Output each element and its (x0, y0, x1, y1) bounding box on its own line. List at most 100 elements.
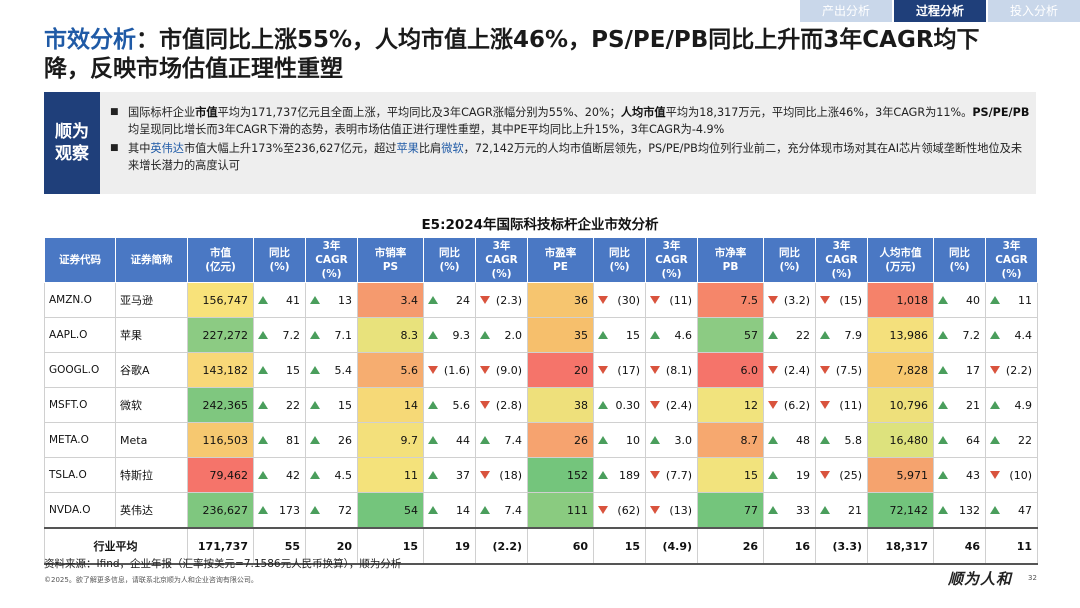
arrow-up-icon (768, 471, 778, 479)
tab-output-analysis[interactable]: 产出分析 (800, 0, 892, 22)
arrow-up-icon (990, 401, 1000, 409)
average-value: 11 (985, 527, 1038, 565)
change-cell: (13) (645, 492, 698, 529)
column-header: 3年CAGR (%) (305, 237, 358, 283)
change-value: 189 (619, 468, 640, 482)
arrow-up-icon (598, 401, 608, 409)
change-cell: 37 (423, 457, 476, 493)
security-name: 亚马逊 (115, 282, 188, 318)
security-code: AAPL.O (44, 317, 116, 353)
change-value: 41 (286, 293, 300, 307)
change-cell: (2.2) (985, 352, 1038, 388)
arrow-down-icon (650, 366, 660, 374)
arrow-down-icon (768, 401, 778, 409)
heat-value-cell: 10,796 (867, 387, 934, 423)
change-cell: (10) (985, 457, 1038, 493)
column-header: 市值 (亿元) (187, 237, 254, 283)
average-value: 15 (593, 527, 646, 565)
change-cell: 7.4 (475, 492, 528, 529)
change-value: 7.1 (334, 328, 353, 342)
arrow-up-icon (310, 296, 320, 304)
observation-box: 顺为 观察 ■ 国际标杆企业市值平均为171,737亿元且全面上涨，平均同比及3年… (44, 92, 1036, 194)
change-cell: 14 (423, 492, 476, 529)
security-name: 苹果 (115, 317, 188, 353)
column-header-text: (%) (1001, 268, 1022, 280)
change-cell: 3.0 (645, 422, 698, 458)
arrow-down-icon (480, 471, 490, 479)
observation-label: 顺为 观察 (44, 92, 100, 194)
arrow-up-icon (480, 436, 490, 444)
change-value: 40 (966, 293, 980, 307)
change-cell: (11) (645, 282, 698, 318)
change-value: 5.8 (844, 433, 863, 447)
arrow-up-icon (310, 506, 320, 514)
change-cell: 33 (763, 492, 816, 529)
change-value: (15) (839, 293, 862, 307)
column-header: 证券简称 (115, 237, 188, 283)
change-value: 7.4 (504, 433, 523, 447)
arrow-down-icon (768, 366, 778, 374)
tab-input-analysis[interactable]: 投入分析 (988, 0, 1080, 22)
arrow-down-icon (768, 296, 778, 304)
table-row: GOOGL.O 谷歌A 143,182 15 5.4 5.6 (1.6) (9.0) 20 (17… (44, 352, 1038, 388)
change-cell: (2.3) (475, 282, 528, 318)
change-value: 10 (626, 433, 640, 447)
change-cell: (9.0) (475, 352, 528, 388)
change-value: 42 (286, 468, 300, 482)
column-header-text: 人均市值 (879, 247, 922, 259)
column-header-text: 同比 (949, 247, 970, 259)
change-cell: 4.4 (985, 317, 1038, 353)
average-value: 15 (357, 527, 424, 565)
change-value: 64 (966, 433, 980, 447)
change-value: 21 (966, 398, 980, 412)
column-header: 同比 (%) (763, 237, 816, 283)
change-value: 7.9 (844, 328, 863, 342)
change-cell: 4.6 (645, 317, 698, 353)
observation-point-1: ■ 国际标杆企业市值平均为171,737亿元且全面上涨，平均同比及3年CAGR涨幅… (110, 106, 1030, 136)
column-header-text: (%) (609, 261, 630, 273)
change-cell: 40 (933, 282, 986, 318)
arrow-up-icon (310, 401, 320, 409)
change-value: 0.30 (615, 398, 641, 412)
arrow-up-icon (938, 366, 948, 374)
heat-value-cell: 9.7 (357, 422, 424, 458)
column-header-text: 3年CAGR (315, 240, 348, 266)
arrow-up-icon (428, 506, 438, 514)
arrow-down-icon (650, 296, 660, 304)
change-value: 24 (456, 293, 470, 307)
change-cell: 15 (253, 352, 306, 388)
heat-value-cell: 12 (697, 387, 764, 423)
average-value: (4.9) (645, 527, 698, 565)
change-value: (18) (499, 468, 522, 482)
arrow-up-icon (820, 506, 830, 514)
change-cell: (15) (815, 282, 868, 318)
change-value: (30) (617, 293, 640, 307)
column-header-text: (%) (439, 261, 460, 273)
column-header: 同比 (%) (593, 237, 646, 283)
security-code: NVDA.O (44, 492, 116, 529)
column-header-text: 证券代码 (59, 254, 101, 266)
column-header-text: 证券简称 (130, 254, 173, 266)
average-value: 16 (763, 527, 816, 565)
arrow-up-icon (938, 331, 948, 339)
arrow-up-icon (768, 436, 778, 444)
tab-process-analysis[interactable]: 过程分析 (894, 0, 986, 22)
arrow-up-icon (480, 506, 490, 514)
bullet-icon: ■ (110, 107, 119, 117)
change-cell: 42 (253, 457, 306, 493)
change-value: 13 (338, 293, 352, 307)
change-value: 173 (279, 503, 300, 517)
heat-value-cell: 156,747 (187, 282, 254, 318)
arrow-up-icon (768, 506, 778, 514)
change-value: 22 (1018, 433, 1032, 447)
arrow-down-icon (820, 296, 830, 304)
change-value: (2.3) (495, 293, 522, 307)
arrow-down-icon (650, 401, 660, 409)
arrow-down-icon (820, 401, 830, 409)
arrow-up-icon (990, 506, 1000, 514)
column-header: 同比 (%) (933, 237, 986, 283)
table-row: META.O Meta 116,503 81 26 9.7 44 7.4 26 10 3.0 8.7 4… (44, 422, 1038, 458)
average-value: 19 (423, 527, 476, 565)
arrow-up-icon (598, 471, 608, 479)
security-code: AMZN.O (44, 282, 116, 318)
